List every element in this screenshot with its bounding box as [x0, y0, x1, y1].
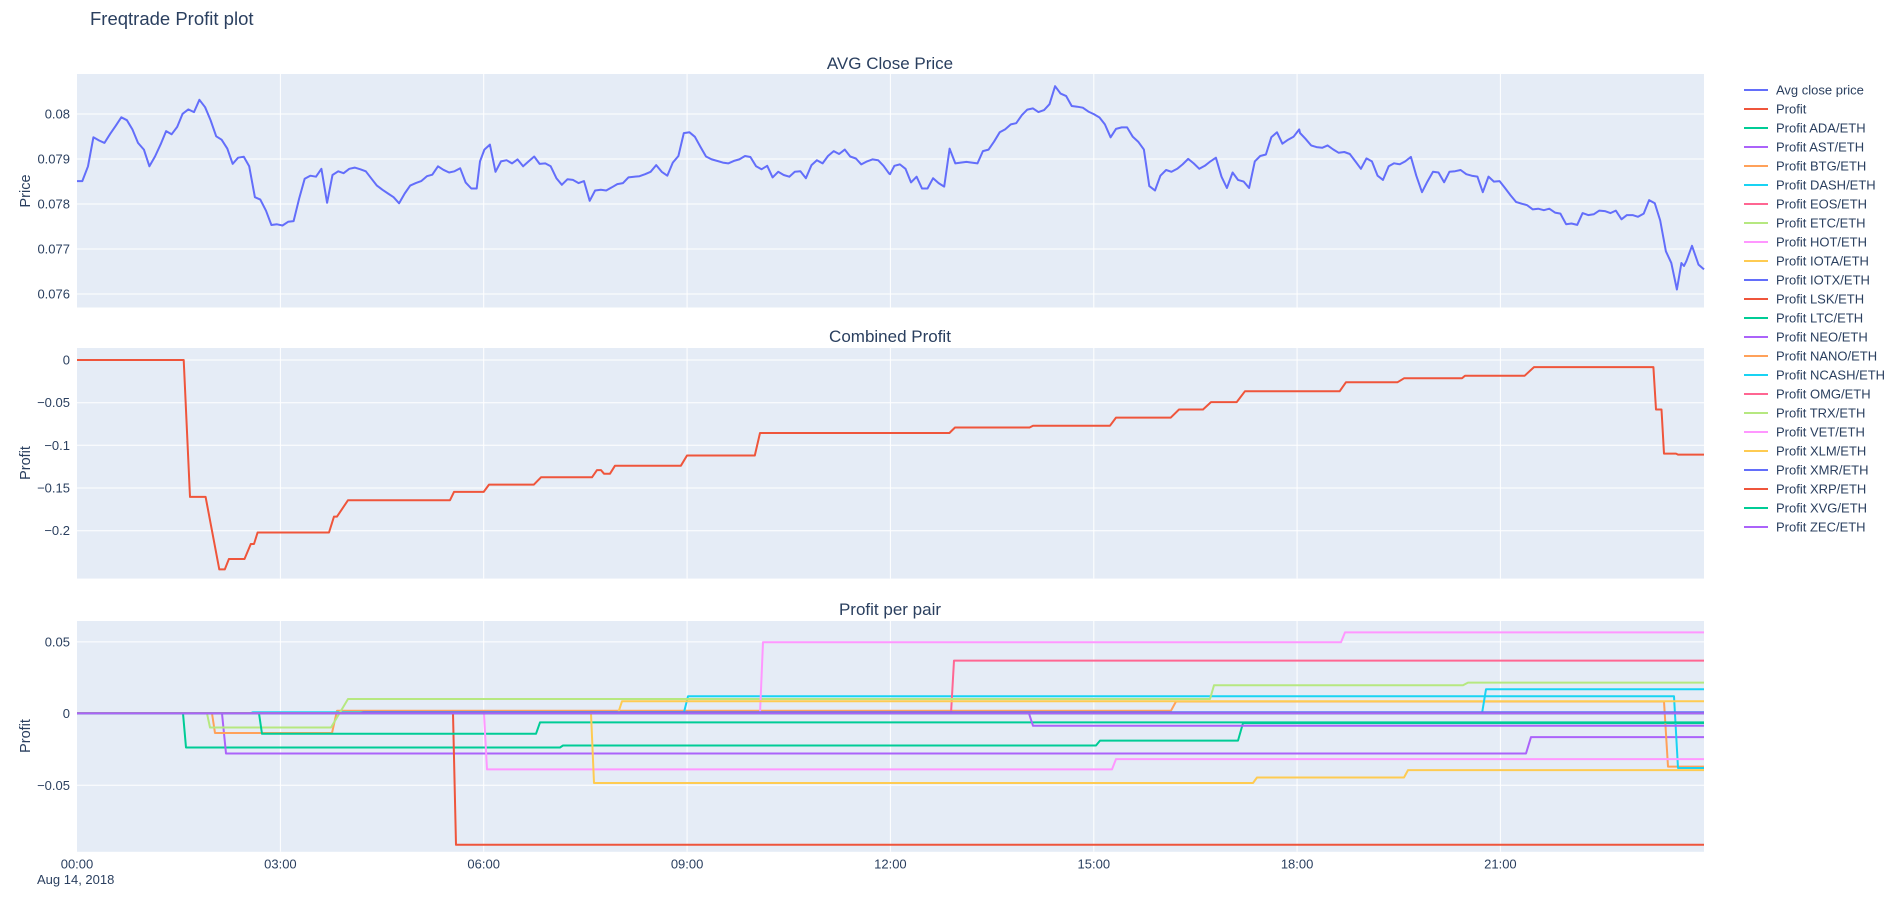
svg-text:Profit ADA/ETH: Profit ADA/ETH [1776, 121, 1866, 136]
svg-text:Profit NCASH/ETH: Profit NCASH/ETH [1776, 368, 1885, 383]
svg-text:Profit NANO/ETH: Profit NANO/ETH [1776, 349, 1877, 364]
svg-text:0: 0 [63, 353, 70, 368]
svg-text:Profit EOS/ETH: Profit EOS/ETH [1776, 197, 1867, 212]
svg-text:Freqtrade Profit plot: Freqtrade Profit plot [90, 8, 254, 29]
svg-text:Aug 14, 2018: Aug 14, 2018 [37, 872, 114, 887]
svg-text:Profit IOTA/ETH: Profit IOTA/ETH [1776, 254, 1869, 269]
svg-text:Profit HOT/ETH: Profit HOT/ETH [1776, 235, 1867, 250]
svg-text:Profit: Profit [18, 719, 34, 753]
svg-text:09:00: 09:00 [671, 857, 704, 872]
svg-text:0.077: 0.077 [37, 242, 70, 257]
svg-text:Combined Profit: Combined Profit [829, 327, 951, 346]
svg-text:−0.05: −0.05 [37, 395, 70, 410]
svg-text:Avg close price: Avg close price [1776, 83, 1864, 98]
svg-text:Profit OMG/ETH: Profit OMG/ETH [1776, 387, 1871, 402]
svg-text:Profit: Profit [18, 446, 34, 480]
svg-text:Profit ZEC/ETH: Profit ZEC/ETH [1776, 520, 1866, 535]
svg-text:0.076: 0.076 [37, 287, 70, 302]
svg-text:0.079: 0.079 [37, 152, 70, 167]
svg-text:AVG Close Price: AVG Close Price [827, 54, 953, 73]
svg-text:12:00: 12:00 [874, 857, 907, 872]
svg-text:0.08: 0.08 [45, 107, 70, 122]
svg-text:−0.15: −0.15 [37, 481, 70, 496]
svg-text:0.05: 0.05 [45, 634, 70, 649]
svg-text:15:00: 15:00 [1078, 857, 1111, 872]
svg-text:Profit: Profit [1776, 102, 1807, 117]
svg-text:Profit LSK/ETH: Profit LSK/ETH [1776, 292, 1864, 307]
svg-text:−0.05: −0.05 [37, 778, 70, 793]
svg-text:18:00: 18:00 [1281, 857, 1314, 872]
svg-text:Profit XMR/ETH: Profit XMR/ETH [1776, 463, 1868, 478]
svg-text:06:00: 06:00 [467, 857, 500, 872]
svg-text:Profit VET/ETH: Profit VET/ETH [1776, 425, 1865, 440]
svg-text:Profit DASH/ETH: Profit DASH/ETH [1776, 178, 1876, 193]
svg-text:Profit NEO/ETH: Profit NEO/ETH [1776, 330, 1868, 345]
svg-text:03:00: 03:00 [264, 857, 297, 872]
svg-text:Profit XRP/ETH: Profit XRP/ETH [1776, 482, 1866, 497]
svg-text:Profit IOTX/ETH: Profit IOTX/ETH [1776, 273, 1870, 288]
svg-text:Profit XVG/ETH: Profit XVG/ETH [1776, 501, 1867, 516]
svg-text:Profit ETC/ETH: Profit ETC/ETH [1776, 216, 1866, 231]
svg-text:0: 0 [63, 706, 70, 721]
svg-text:−0.2: −0.2 [44, 523, 70, 538]
svg-text:21:00: 21:00 [1484, 857, 1517, 872]
svg-text:Profit XLM/ETH: Profit XLM/ETH [1776, 444, 1866, 459]
svg-text:0.078: 0.078 [37, 197, 70, 212]
svg-text:Profit LTC/ETH: Profit LTC/ETH [1776, 311, 1863, 326]
svg-text:Profit AST/ETH: Profit AST/ETH [1776, 140, 1864, 155]
svg-text:Profit per pair: Profit per pair [839, 600, 941, 619]
svg-text:Price: Price [18, 174, 34, 207]
svg-text:−0.1: −0.1 [44, 438, 70, 453]
svg-text:Profit TRX/ETH: Profit TRX/ETH [1776, 406, 1865, 421]
svg-text:00:00: 00:00 [61, 857, 94, 872]
svg-text:Profit BTG/ETH: Profit BTG/ETH [1776, 159, 1866, 174]
